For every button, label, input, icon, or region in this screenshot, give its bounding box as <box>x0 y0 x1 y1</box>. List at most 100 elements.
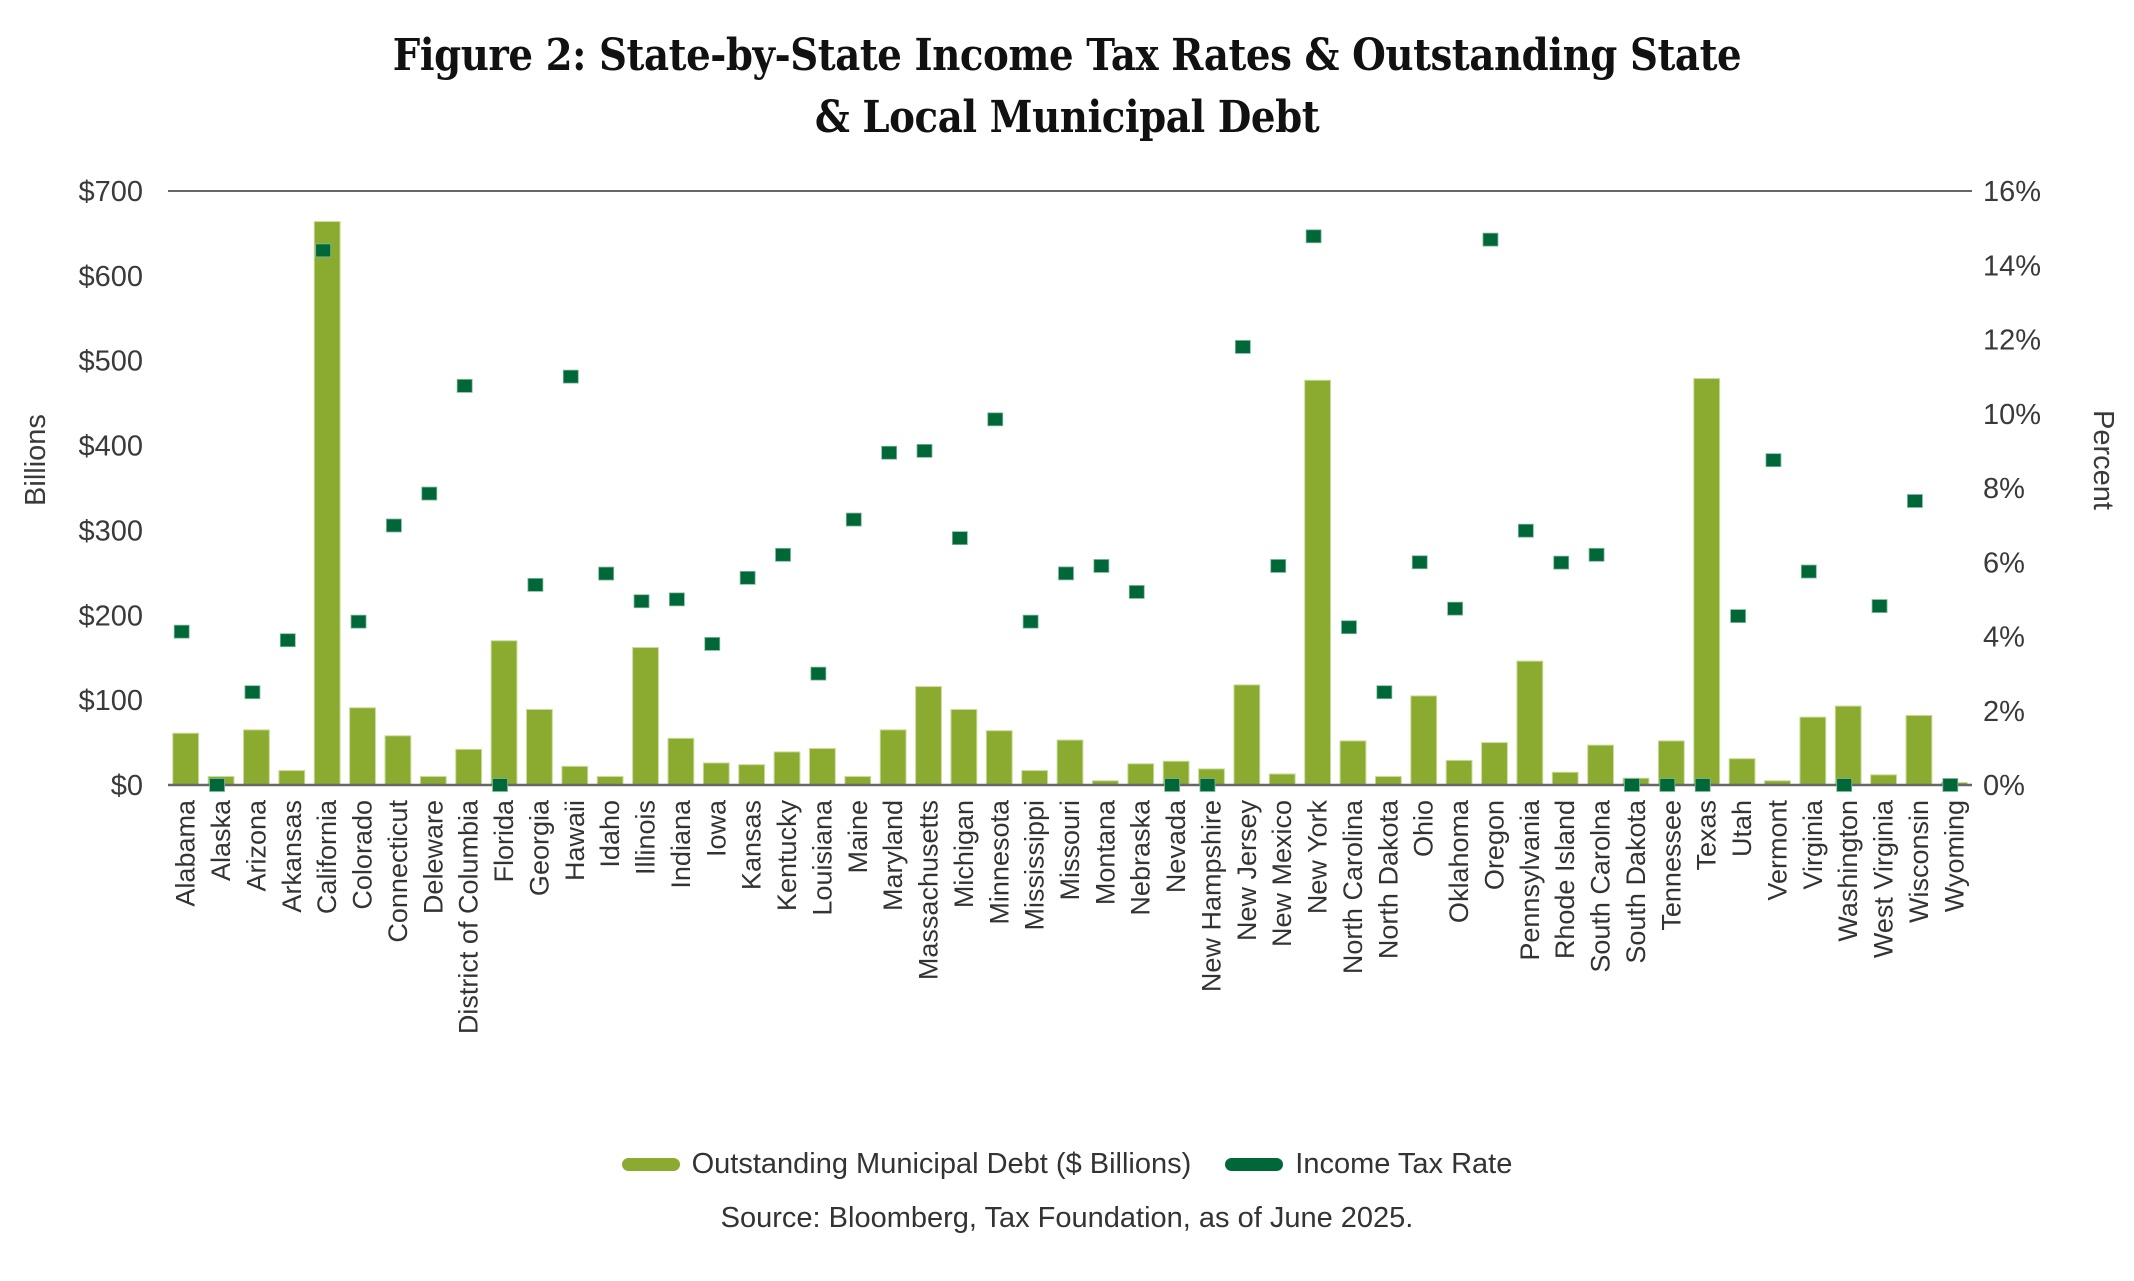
tax-rate-marker[interactable] <box>1411 555 1428 570</box>
debt-bar[interactable] <box>278 770 306 786</box>
tax-rate-marker[interactable] <box>1022 614 1039 629</box>
debt-bar[interactable] <box>1304 379 1332 786</box>
debt-bar[interactable] <box>1445 759 1473 786</box>
tax-rate-marker[interactable] <box>1058 566 1074 581</box>
tax-rate-marker[interactable] <box>1553 555 1570 570</box>
debt-bar[interactable] <box>1127 763 1155 786</box>
tax-rate-marker[interactable] <box>386 518 402 533</box>
tax-rate-marker[interactable] <box>350 614 367 629</box>
tax-rate-marker[interactable] <box>598 566 615 581</box>
debt-bar[interactable] <box>596 776 624 786</box>
tax-rate-marker[interactable] <box>456 379 473 393</box>
debt-bar[interactable] <box>844 776 872 786</box>
tax-rate-marker[interactable] <box>669 592 685 607</box>
debt-bar[interactable] <box>1056 739 1084 786</box>
tax-rate-marker[interactable] <box>1270 559 1287 573</box>
tax-rate-marker[interactable] <box>704 637 721 651</box>
debt-bar[interactable] <box>738 764 766 786</box>
tax-rate-marker[interactable] <box>527 577 544 592</box>
debt-bar[interactable] <box>1657 740 1685 786</box>
tax-rate-marker[interactable] <box>1447 601 1463 616</box>
debt-bar[interactable] <box>1516 660 1544 786</box>
category-label: Indiana <box>666 799 696 889</box>
tax-rate-marker[interactable] <box>1871 599 1888 613</box>
tax-rate-marker[interactable] <box>244 685 261 700</box>
tax-rate-marker[interactable] <box>1305 229 1322 244</box>
tax-rate-marker[interactable] <box>1482 232 1499 247</box>
debt-bar[interactable] <box>561 765 589 786</box>
tax-rate-marker[interactable] <box>1694 778 1711 792</box>
debt-bar[interactable] <box>1339 740 1367 786</box>
tax-rate-marker[interactable] <box>173 624 190 639</box>
tax-rate-marker[interactable] <box>1199 778 1216 792</box>
legend-item-debt[interactable]: Outstanding Municipal Debt ($ Billions) <box>621 1148 1191 1181</box>
debt-bar[interactable] <box>490 640 518 786</box>
tax-rate-marker[interactable] <box>775 547 791 562</box>
debt-bar[interactable] <box>419 776 447 786</box>
tax-rate-marker[interactable] <box>492 778 508 792</box>
debt-bar[interactable] <box>1799 716 1827 786</box>
debt-bar[interactable] <box>1905 714 1933 786</box>
debt-bar[interactable] <box>1693 378 1721 786</box>
tax-rate-marker[interactable] <box>1234 340 1251 354</box>
debt-bar[interactable] <box>349 707 376 786</box>
tax-rate-marker[interactable] <box>951 531 968 546</box>
debt-bar[interactable] <box>950 708 978 786</box>
debt-bar[interactable] <box>879 729 907 786</box>
debt-bar[interactable] <box>915 686 942 786</box>
tax-rate-marker[interactable] <box>421 486 438 501</box>
debt-bar[interactable] <box>808 748 836 786</box>
debt-bar[interactable] <box>172 732 200 786</box>
debt-bar[interactable] <box>1268 773 1296 786</box>
tax-rate-marker[interactable] <box>1376 685 1393 700</box>
debt-bar[interactable] <box>526 708 553 786</box>
debt-bar[interactable] <box>667 737 695 786</box>
tax-rate-marker[interactable] <box>916 443 933 458</box>
debt-bar[interactable] <box>773 751 801 786</box>
tax-rate-marker[interactable] <box>881 445 898 460</box>
tax-rate-marker[interactable] <box>1624 778 1640 792</box>
legend-item-tax[interactable]: Income Tax Rate <box>1225 1148 1512 1181</box>
debt-bar[interactable] <box>1870 774 1897 786</box>
debt-bar[interactable] <box>632 647 659 786</box>
tax-rate-marker[interactable] <box>1659 778 1676 792</box>
tax-rate-marker[interactable] <box>1765 453 1782 468</box>
tax-rate-marker[interactable] <box>1588 547 1605 562</box>
debt-bar[interactable] <box>1481 742 1508 786</box>
debt-bar[interactable] <box>1374 776 1402 786</box>
debt-bar[interactable] <box>1021 770 1049 786</box>
debt-bar[interactable] <box>384 735 412 786</box>
debt-bar[interactable] <box>1551 771 1579 786</box>
tax-rate-marker[interactable] <box>1836 778 1853 792</box>
tax-rate-marker[interactable] <box>1128 585 1145 599</box>
tax-rate-marker[interactable] <box>1341 620 1357 635</box>
tax-rate-marker[interactable] <box>845 512 862 527</box>
tax-rate-marker[interactable] <box>1093 559 1110 573</box>
tax-rate-marker[interactable] <box>562 369 579 384</box>
tax-rate-marker[interactable] <box>1942 778 1959 792</box>
tax-rate-marker[interactable] <box>1907 494 1923 508</box>
tax-rate-marker[interactable] <box>1800 564 1817 579</box>
tax-rate-marker[interactable] <box>1730 609 1746 623</box>
debt-bar[interactable] <box>455 748 483 786</box>
debt-bar[interactable] <box>1233 684 1261 786</box>
category-label: Nevada <box>1161 799 1191 893</box>
debt-bar[interactable] <box>1587 744 1614 786</box>
category-label: Hawaii <box>560 800 590 881</box>
tax-rate-marker[interactable] <box>810 666 827 681</box>
tax-rate-marker[interactable] <box>739 570 756 585</box>
tax-rate-marker[interactable] <box>1517 523 1534 538</box>
debt-bar[interactable] <box>702 762 730 786</box>
tax-rate-marker[interactable] <box>209 778 225 792</box>
tax-rate-marker[interactable] <box>987 412 1004 427</box>
debt-bar[interactable] <box>1834 705 1862 786</box>
tax-rate-marker[interactable] <box>633 594 650 609</box>
debt-bar[interactable] <box>1410 695 1438 786</box>
tax-rate-marker[interactable] <box>1164 778 1181 792</box>
debt-bar[interactable] <box>313 221 341 786</box>
debt-bar[interactable] <box>985 730 1013 786</box>
tax-rate-marker[interactable] <box>315 243 332 258</box>
tax-rate-marker[interactable] <box>279 633 296 648</box>
debt-bar[interactable] <box>243 729 270 786</box>
debt-bar[interactable] <box>1728 758 1756 786</box>
